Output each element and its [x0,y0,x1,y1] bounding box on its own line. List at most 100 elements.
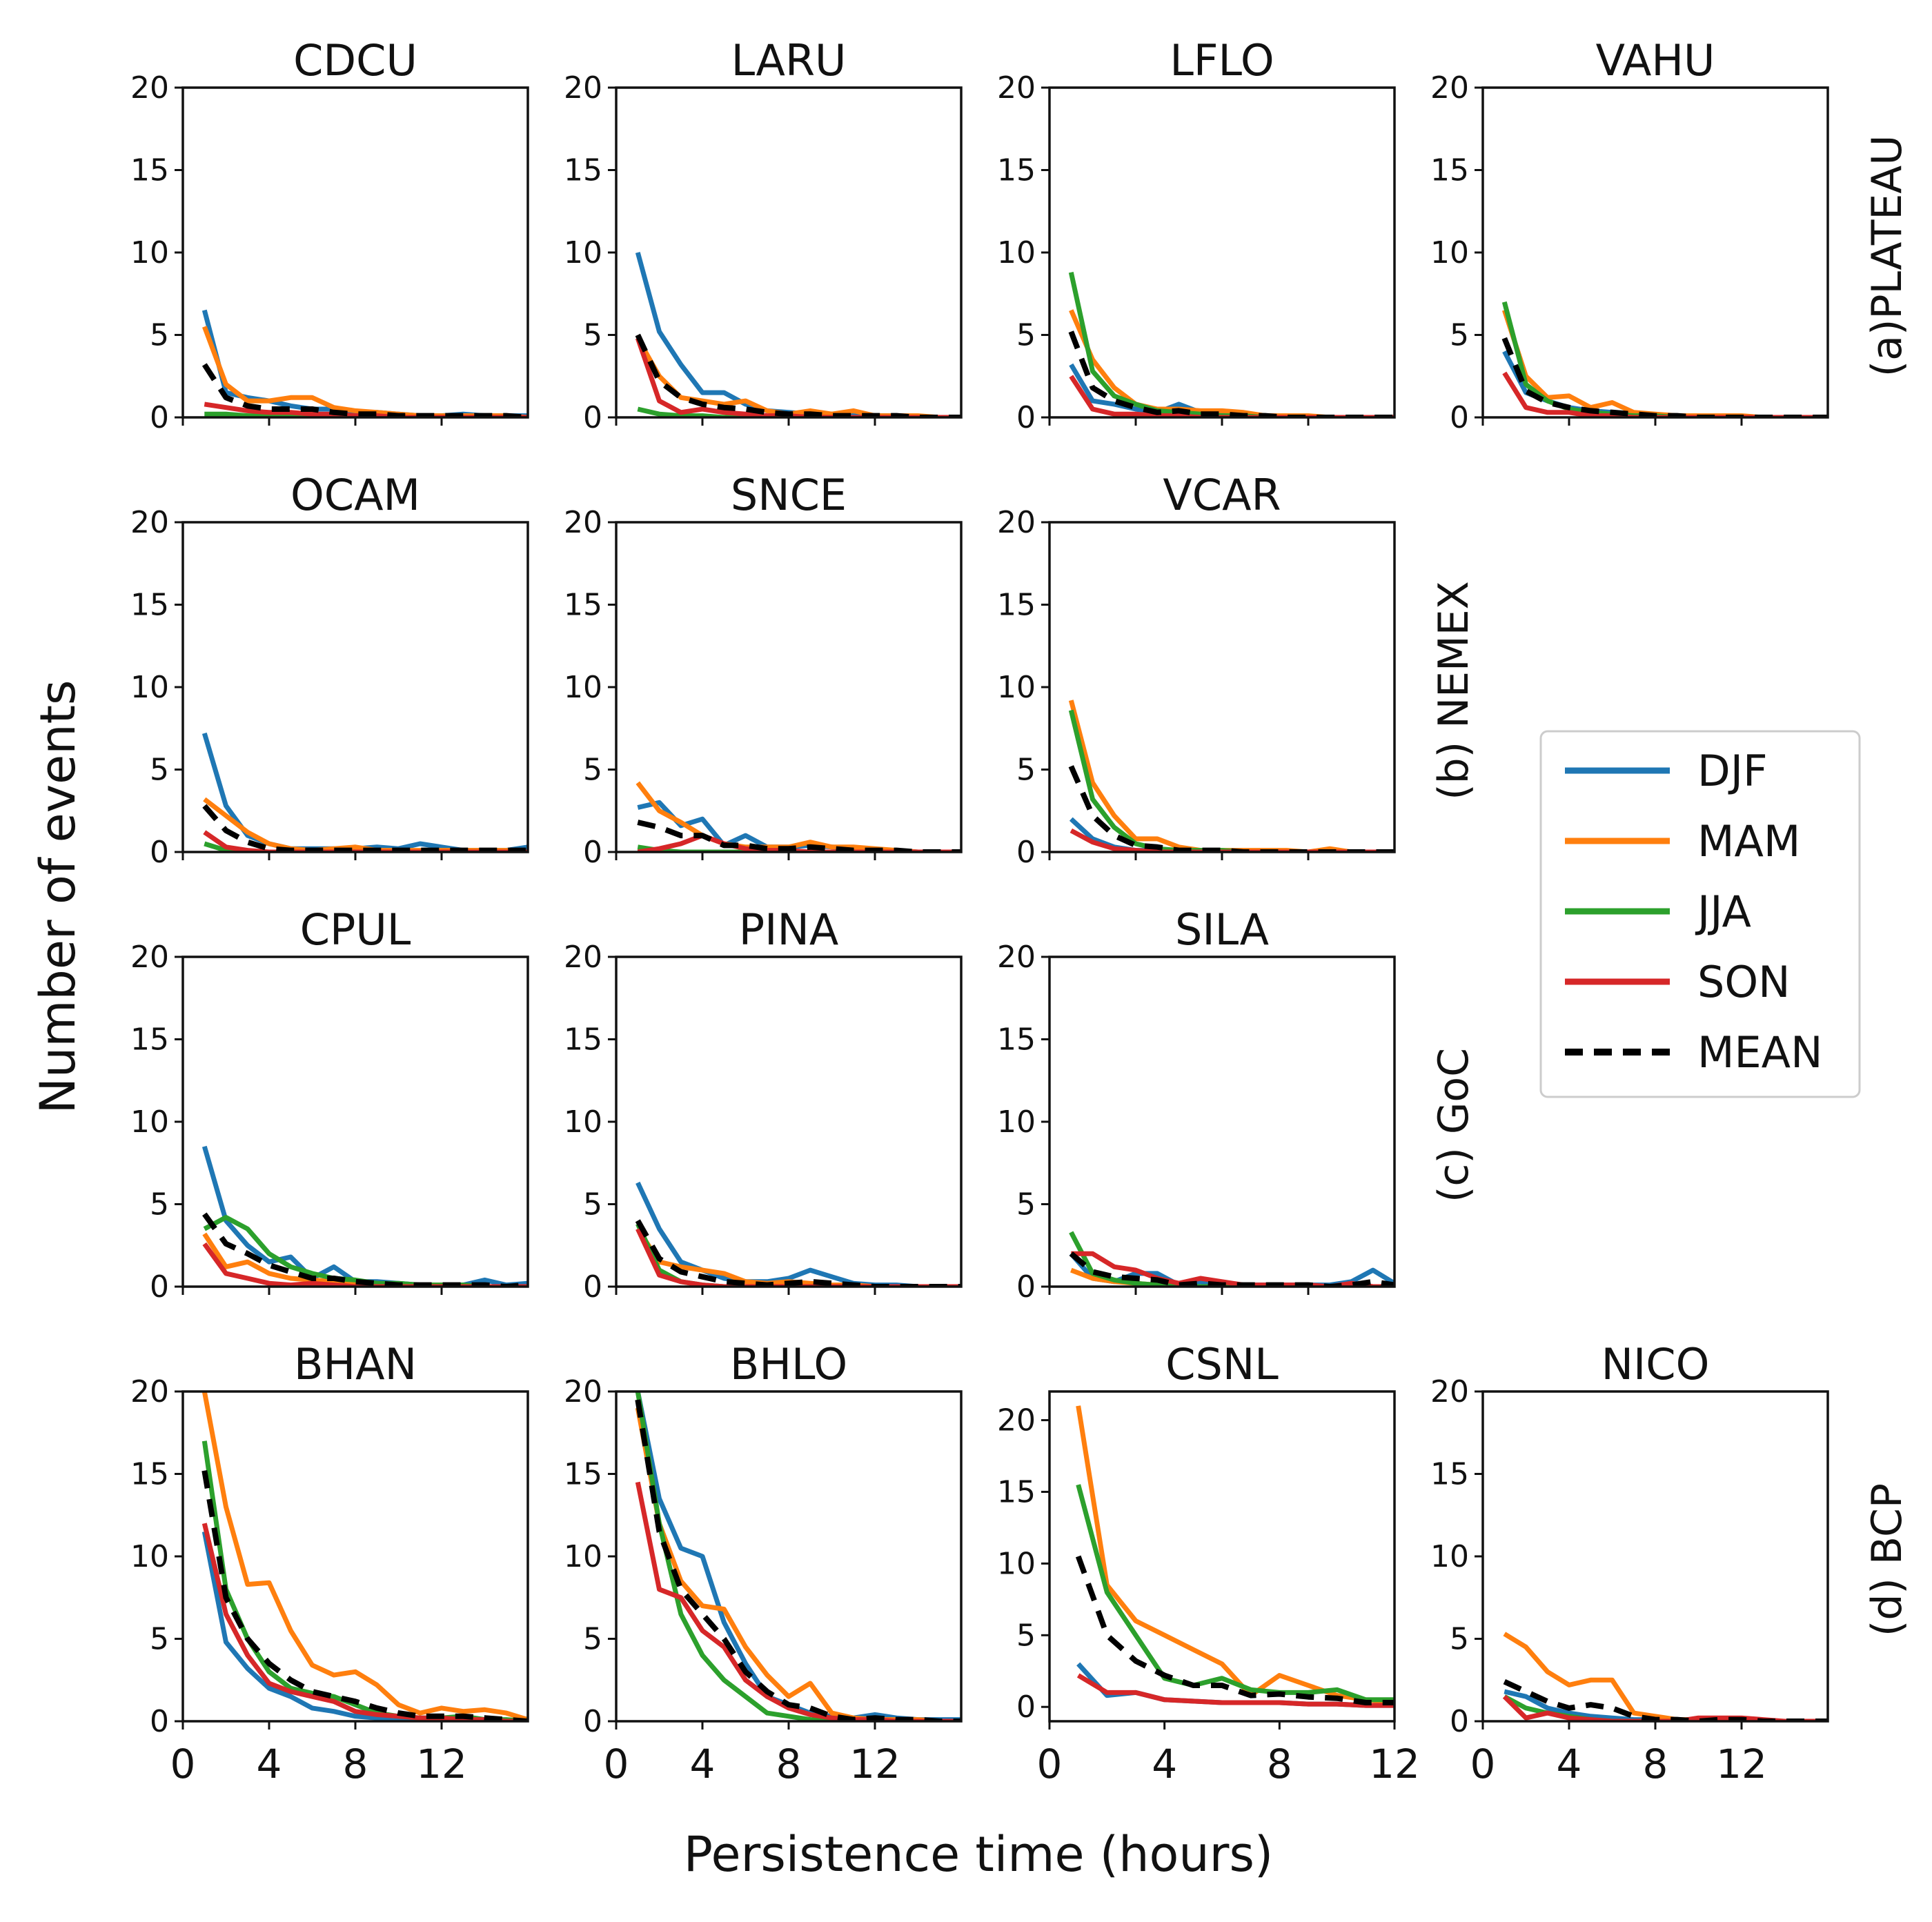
series-line-mam [635,1407,961,1721]
y-tick-label: 0 [583,835,602,870]
y-tick-label: 20 [1430,1374,1469,1409]
series-line-djf [1502,350,1828,417]
series-line-djf [635,252,961,417]
panel-sila: SILA 0 5 10 15 20 [997,904,1396,1305]
y-tick-label: 5 [583,1622,602,1657]
y-tick-label: 10 [130,1539,169,1574]
y-tick-label: 15 [130,1457,169,1492]
series-line-son [201,1523,528,1721]
panel-cpul: CPUL 0 5 10 15 20 [130,904,529,1305]
x-tick-label: 8 [1643,1741,1668,1787]
y-tick-label: 0 [1450,400,1469,435]
series-line-mean [201,1470,528,1721]
panel-snce: SNCE 0 5 10 15 20 [564,470,963,870]
series-line-mam [635,337,961,417]
x-tick-label: 4 [690,1741,716,1787]
legend-label-djf: DJF [1697,746,1768,796]
legend-label-jja: JJA [1695,886,1751,937]
y-tick-label: 15 [564,1457,602,1492]
series-line-mean [635,1399,961,1721]
panel-ocam: OCAM 0 5 10 15 20 [130,470,529,870]
y-tick-label: 5 [1450,1622,1469,1657]
y-tick-label: 5 [1016,1187,1036,1222]
series-line-jja [1069,1231,1394,1287]
y-tick-label: 5 [1016,753,1036,788]
series-line-jja [1068,271,1394,417]
panel-frame [181,1390,529,1723]
y-tick-label: 15 [564,1022,602,1058]
panel-title: CSNL [1165,1339,1279,1389]
panel-cdcu: CDCU 0 5 10 15 20 [130,35,529,435]
y-tick-label: 10 [564,1104,602,1140]
panel-frame [615,521,963,853]
x-tick-label: 12 [849,1741,900,1787]
region-label: (d) BCP [1863,1483,1911,1636]
y-tick-label: 15 [130,1022,169,1058]
panel-frame [1048,521,1396,853]
y-tick-label: 0 [150,400,169,435]
series-line-jja [635,1391,961,1721]
y-tick-label: 0 [1016,400,1036,435]
panel-bhlo: BHLO 0 5 10 15 20 0 4 8 12 [564,1339,963,1787]
region-labels: (a)PLATEAU (b) NEMEX (c) GoC (d) BCP [1430,135,1911,1636]
y-tick-label: 10 [130,670,169,705]
series-line-mam [202,326,528,417]
y-tick-label: 15 [997,1474,1036,1509]
panel-frame [1048,1390,1396,1723]
series-line-mean [1075,1555,1394,1705]
y-tick-label: 0 [583,400,602,435]
y-tick-label: 15 [130,153,169,188]
y-tick-label: 5 [1016,318,1036,353]
legend-frame [1539,730,1861,1098]
y-tick-label: 0 [1016,1269,1036,1305]
panel-frame [615,86,963,419]
series-line-son [202,1242,528,1287]
y-tick-label: 15 [564,153,602,188]
x-axis-label: Persistence time (hours) [684,1826,1273,1883]
series-line-mean [201,363,528,417]
y-tick-label: 0 [150,835,169,870]
series-line-mam [635,1227,961,1287]
y-tick-label: 5 [583,318,602,353]
y-tick-label: 20 [997,1403,1036,1438]
panel-title: VCAR [1163,470,1281,520]
legend-label-mean: MEAN [1697,1027,1822,1078]
y-tick-label: 0 [150,1704,169,1739]
series-line-mean [202,1212,528,1287]
series-line-son [635,1481,961,1721]
y-tick-label: 15 [1430,1457,1469,1492]
x-tick-label: 4 [1557,1741,1582,1787]
y-tick-label: 10 [1430,1539,1469,1574]
x-tick-label: 4 [257,1741,282,1787]
panel-vcar: VCAR 0 5 10 15 20 [997,470,1396,870]
panel-title: SNCE [731,470,847,520]
series-line-mean [202,804,528,852]
series-line-jja [204,411,528,417]
y-tick-label: 20 [564,1374,602,1409]
region-label: (c) GoC [1430,1048,1478,1202]
panel-title: BHLO [730,1339,847,1389]
y-tick-label: 0 [150,1269,169,1305]
y-tick-label: 15 [997,1022,1036,1058]
series-line-mean [1503,1678,1828,1721]
series-line-mam [201,1391,528,1721]
panel-pina: PINA 0 5 10 15 20 [564,904,963,1305]
y-tick-label: 20 [130,1374,169,1409]
panel-frame [1481,86,1829,419]
y-tick-label: 0 [1016,1690,1036,1725]
panel-nico: NICO 0 5 10 15 20 0 4 8 12 [1430,1339,1829,1787]
y-tick-label: 10 [564,235,602,270]
panel-frame [181,955,529,1288]
panel-frame [615,1390,963,1723]
x-tick-label: 8 [343,1741,368,1787]
series-line-son [1502,371,1828,417]
panel-title: LFLO [1170,35,1274,86]
x-tick-label: 12 [1369,1741,1420,1787]
series-line-mam [1076,1405,1394,1705]
panel-frame [1481,1390,1829,1723]
x-tick-label: 12 [1716,1741,1767,1787]
legend-label-mam: MAM [1697,816,1800,866]
series-line-jja [635,1222,961,1287]
series-line-djf [201,1531,528,1721]
y-tick-label: 5 [1450,318,1469,353]
